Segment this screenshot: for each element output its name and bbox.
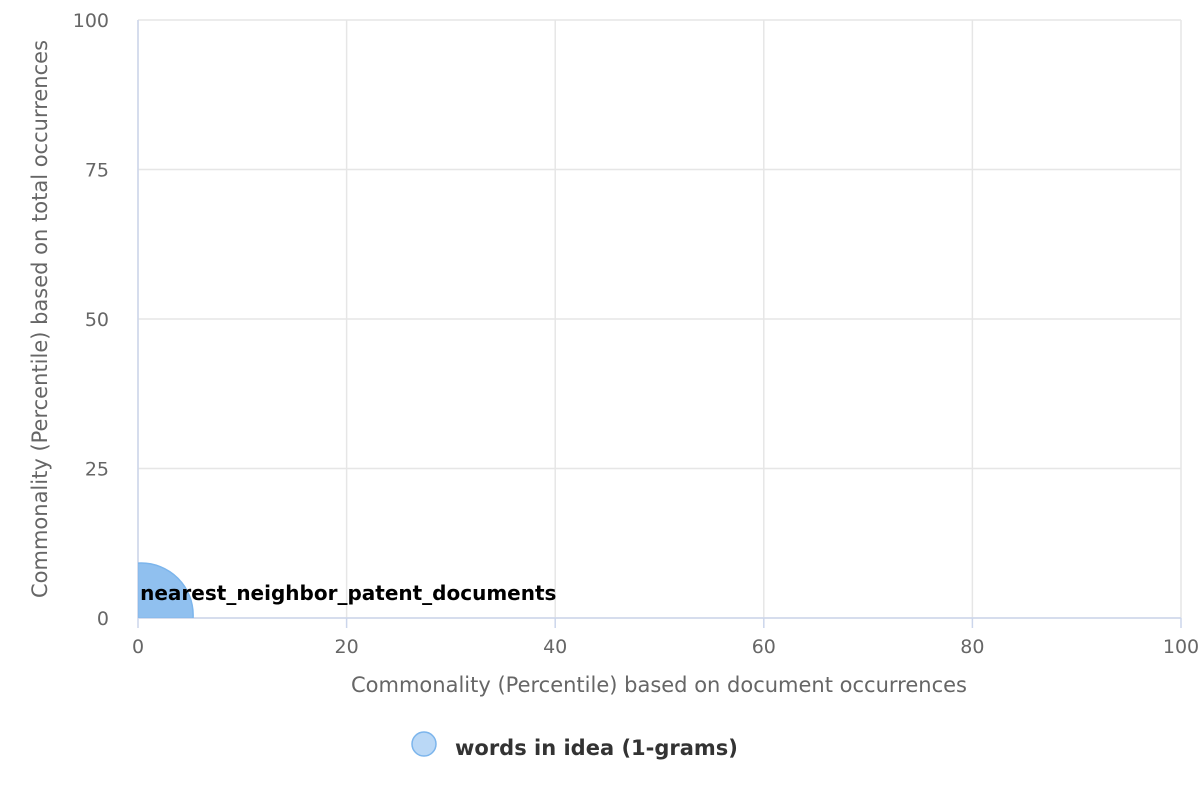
y-axis-title: Commonality (Percentile) based on total … (28, 40, 52, 598)
legend-label: words in idea (1-grams) (455, 736, 738, 760)
y-tick-labels: 0 25 50 75 100 (73, 10, 109, 630)
x-tick-label: 40 (543, 636, 567, 658)
data-points[interactable] (89, 562, 194, 667)
data-point-label: nearest_neighbor_patent_documents (140, 581, 556, 605)
x-tick-label: 20 (335, 636, 359, 658)
x-tick-label: 80 (960, 636, 984, 658)
x-tick-label: 0 (132, 636, 144, 658)
y-tick-label: 0 (97, 608, 109, 630)
x-tick-label: 60 (752, 636, 776, 658)
data-point (138, 562, 194, 618)
y-tick-label: 50 (85, 309, 109, 331)
grid-lines (137, 19, 1182, 619)
x-axis-title: Commonality (Percentile) based on docume… (351, 673, 967, 697)
y-tick-label: 100 (73, 10, 109, 32)
y-tick-label: 25 (85, 459, 109, 481)
x-tick-label: 100 (1163, 636, 1199, 658)
legend[interactable]: words in idea (1-grams) (411, 731, 738, 760)
axes (137, 20, 1182, 628)
y-tick-label: 75 (85, 160, 109, 182)
legend-marker (411, 731, 437, 757)
x-tick-labels: 0 20 40 60 80 100 (132, 636, 1199, 658)
data-labels: nearest_neighbor_patent_documents (140, 581, 556, 605)
